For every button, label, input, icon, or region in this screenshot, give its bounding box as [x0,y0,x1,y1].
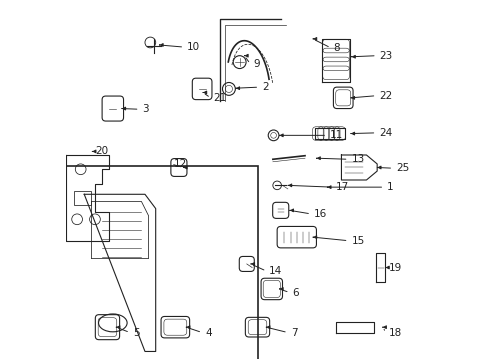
Text: 25: 25 [396,163,409,173]
Text: 8: 8 [334,43,340,53]
Text: 12: 12 [174,159,187,169]
Text: 19: 19 [389,262,402,273]
Text: 6: 6 [293,288,299,297]
Text: 4: 4 [205,328,212,338]
Text: 16: 16 [314,209,327,219]
Text: 17: 17 [335,182,348,192]
Text: 20: 20 [95,147,108,157]
Text: 3: 3 [143,104,149,114]
Text: 9: 9 [253,59,260,69]
Text: 11: 11 [330,130,343,140]
Text: 13: 13 [351,154,365,164]
Text: 2: 2 [262,82,269,92]
Text: 21: 21 [214,93,227,103]
Text: 15: 15 [351,236,365,246]
Text: 10: 10 [187,42,200,52]
Text: 18: 18 [389,328,402,338]
Text: 23: 23 [380,51,393,61]
Bar [74,191,92,205]
Text: 1: 1 [387,182,394,192]
Text: 22: 22 [379,91,392,101]
Bar [61,166,258,360]
Text: 14: 14 [270,266,283,276]
Text: 24: 24 [379,128,392,138]
Text: 7: 7 [291,328,297,338]
Text: 5: 5 [133,328,140,338]
